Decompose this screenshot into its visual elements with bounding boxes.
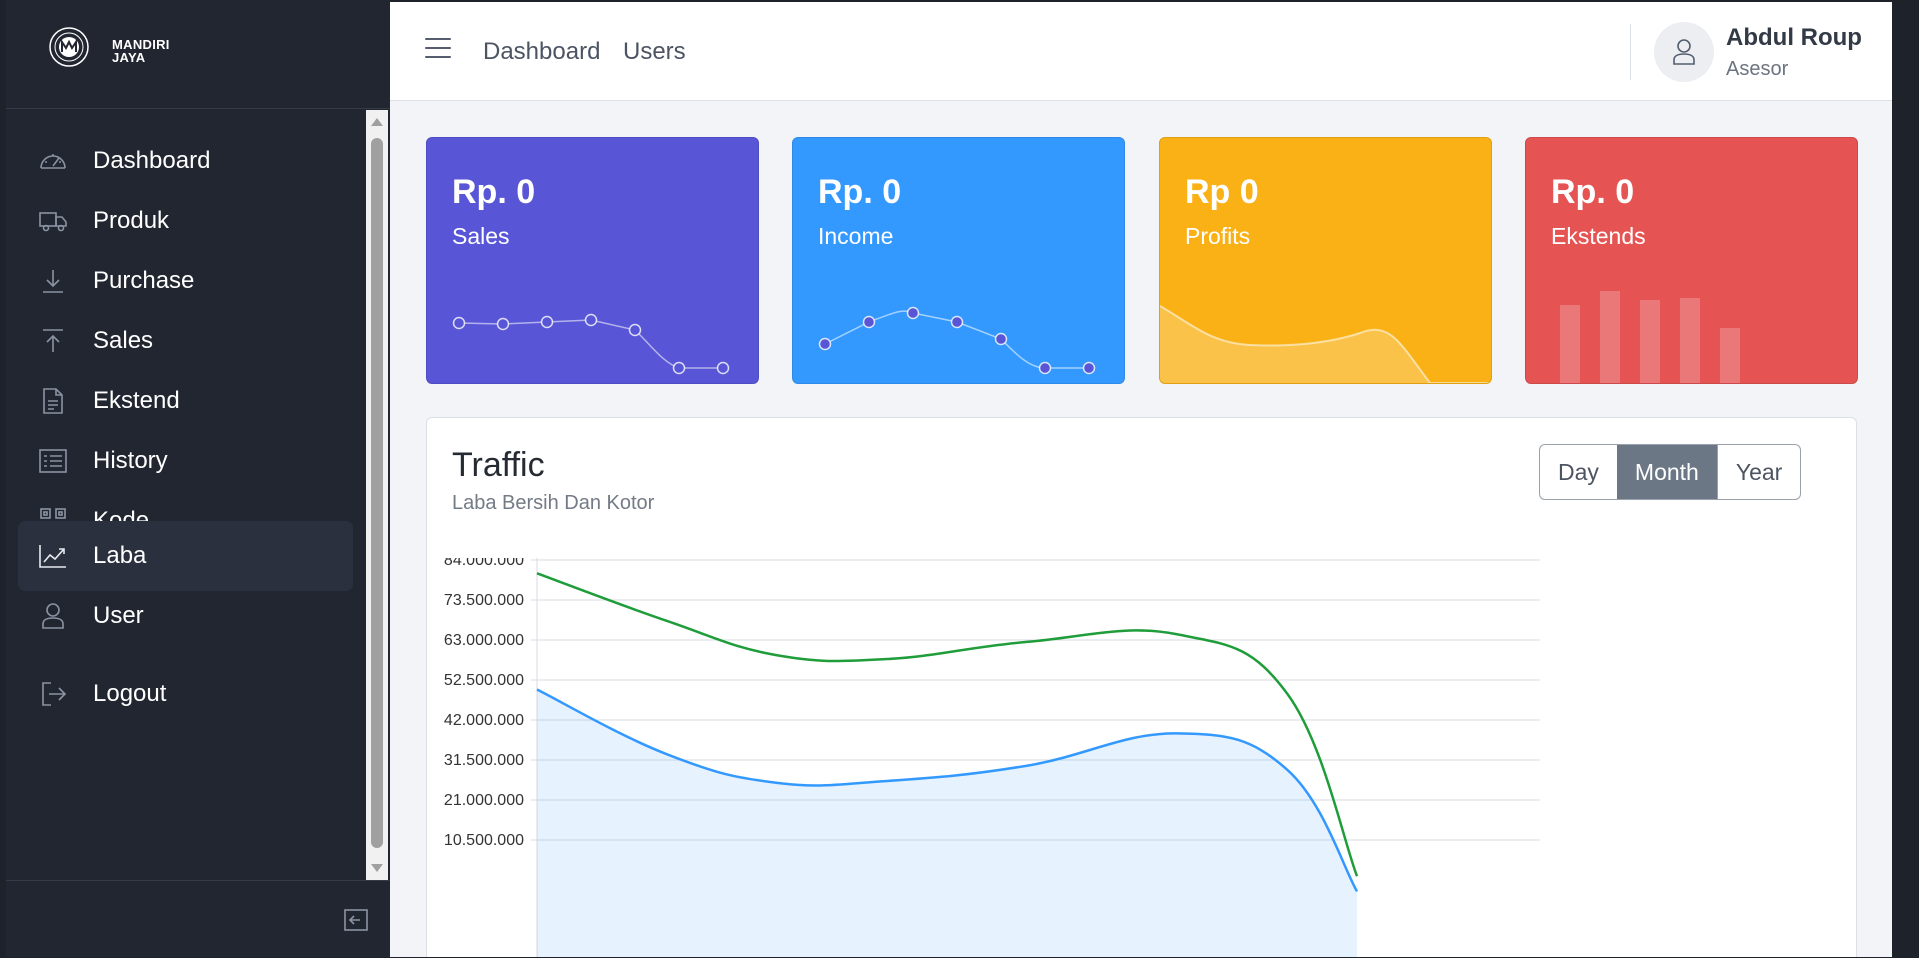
main-content: Dashboard Users Abdul Roup Asesor Rp. 0 … <box>390 2 1892 957</box>
sidebar-item-produk[interactable]: Produk <box>18 186 353 256</box>
y-tick-label: 31.500.000 <box>444 752 524 769</box>
sidebar-item-label: Ekstend <box>93 387 180 414</box>
header-divider <box>1630 24 1631 80</box>
traffic-subtitle: Laba Bersih Dan Kotor <box>452 492 655 514</box>
sidebar-item-label: Logout <box>93 680 167 707</box>
collapse-icon <box>344 909 368 931</box>
user-role: Asesor <box>1726 58 1789 80</box>
sidebar-item-label: Sales <box>93 327 154 354</box>
chart-line-icon <box>33 540 73 572</box>
logout-icon <box>33 678 73 710</box>
sidebar-item-label: History <box>93 447 168 474</box>
header-link-dashboard[interactable]: Dashboard <box>483 38 601 65</box>
y-tick-label: 42.000.000 <box>444 712 524 729</box>
sidebar-item-label: User <box>93 602 144 629</box>
profits-area-chart <box>1160 305 1491 383</box>
sidebar-scrollbar[interactable] <box>366 110 388 880</box>
user-icon <box>33 600 73 632</box>
sidebar-item-label: Laba <box>93 542 147 569</box>
card-value: Rp. 0 <box>1551 173 1635 211</box>
sidebar-item-user[interactable]: User <box>18 581 353 651</box>
sidebar-footer <box>6 880 390 958</box>
y-tick-label: 73.500.000 <box>444 592 524 609</box>
sidebar-item-sales[interactable]: Sales <box>18 306 353 376</box>
ekstends-bar-chart <box>1560 291 1740 383</box>
series-line <box>536 572 1359 877</box>
sidebar-item-label: Dashboard <box>93 147 211 174</box>
range-year-button[interactable]: Year <box>1716 445 1800 499</box>
sales-card[interactable]: Rp. 0 Sales <box>426 137 759 384</box>
scroll-down-icon[interactable] <box>371 864 383 872</box>
range-selector: Day Month Year <box>1539 444 1802 500</box>
card-value: Rp. 0 <box>452 173 536 211</box>
card-value: Rp 0 <box>1185 173 1259 211</box>
brand[interactable]: MANDIRI JAYA <box>6 0 390 109</box>
traffic-panel: Traffic Laba Bersih Dan Kotor Day Month … <box>426 417 1857 957</box>
sidebar-item-logout[interactable]: Logout <box>18 659 353 729</box>
brand-line-2: JAYA <box>112 50 146 65</box>
brand-line-1: MANDIRI <box>112 37 170 52</box>
user-avatar-icon <box>1673 39 1695 65</box>
y-tick-label: 63.000.000 <box>444 632 524 649</box>
speedometer-icon <box>33 145 73 177</box>
traffic-line-chart: 84.000.000 73.500.000 63.000.000 52.500.000… <box>444 558 1540 957</box>
income-sparkline <box>818 306 1096 375</box>
ekstends-card[interactable]: Rp. 0 Ekstends <box>1525 137 1858 384</box>
header-link-users[interactable]: Users <box>623 38 686 65</box>
card-label: Profits <box>1185 223 1251 249</box>
series-line <box>536 688 1359 893</box>
card-label: Income <box>818 223 894 249</box>
top-header: Dashboard Users Abdul Roup Asesor <box>390 2 1892 101</box>
sidebar-item-dashboard[interactable]: Dashboard <box>18 126 353 196</box>
card-label: Ekstends <box>1551 223 1646 249</box>
sidebar-collapse-button[interactable] <box>341 905 371 935</box>
range-day-button[interactable]: Day <box>1558 459 1599 485</box>
sidebar-item-history[interactable]: History <box>18 426 353 496</box>
card-value: Rp. 0 <box>818 173 902 211</box>
y-tick-label: 21.000.000 <box>444 792 524 809</box>
truck-icon <box>33 205 73 237</box>
series-area <box>537 689 1357 957</box>
sales-sparkline <box>452 313 730 375</box>
y-tick-label: 84.000.000 <box>444 558 524 569</box>
avatar[interactable] <box>1654 22 1714 82</box>
traffic-title: Traffic <box>452 446 545 484</box>
scrollbar-thumb[interactable] <box>371 138 383 848</box>
sidebar-item-label: Produk <box>93 207 170 234</box>
upload-arrow-icon <box>33 325 73 357</box>
brand-logo-icon <box>49 27 89 67</box>
income-card[interactable]: Rp. 0 Income <box>792 137 1125 384</box>
download-arrow-icon <box>33 265 73 297</box>
range-month-button[interactable]: Month <box>1616 445 1717 499</box>
sidebar: MANDIRI JAYA Dashboard Produk Purchase S… <box>6 0 390 957</box>
sidebar-item-ekstend[interactable]: Ekstend <box>18 366 353 436</box>
profits-card[interactable]: Rp 0 Profits <box>1159 137 1492 384</box>
sidebar-item-laba[interactable]: Laba <box>18 521 353 591</box>
sidebar-item-label: Purchase <box>93 267 195 294</box>
hamburger-menu-icon[interactable] <box>425 38 451 62</box>
sidebar-nav: Dashboard Produk Purchase Sales Ekstend … <box>6 110 368 880</box>
list-icon <box>33 445 73 477</box>
user-name[interactable]: Abdul Roup <box>1726 24 1862 51</box>
brand-name: MANDIRI JAYA <box>112 38 170 64</box>
scroll-up-icon[interactable] <box>371 118 383 126</box>
y-tick-label: 52.500.000 <box>444 672 524 689</box>
y-tick-label: 10.500.000 <box>444 832 524 849</box>
sidebar-item-purchase[interactable]: Purchase <box>18 246 353 316</box>
card-label: Sales <box>452 223 510 249</box>
document-icon <box>33 385 73 417</box>
